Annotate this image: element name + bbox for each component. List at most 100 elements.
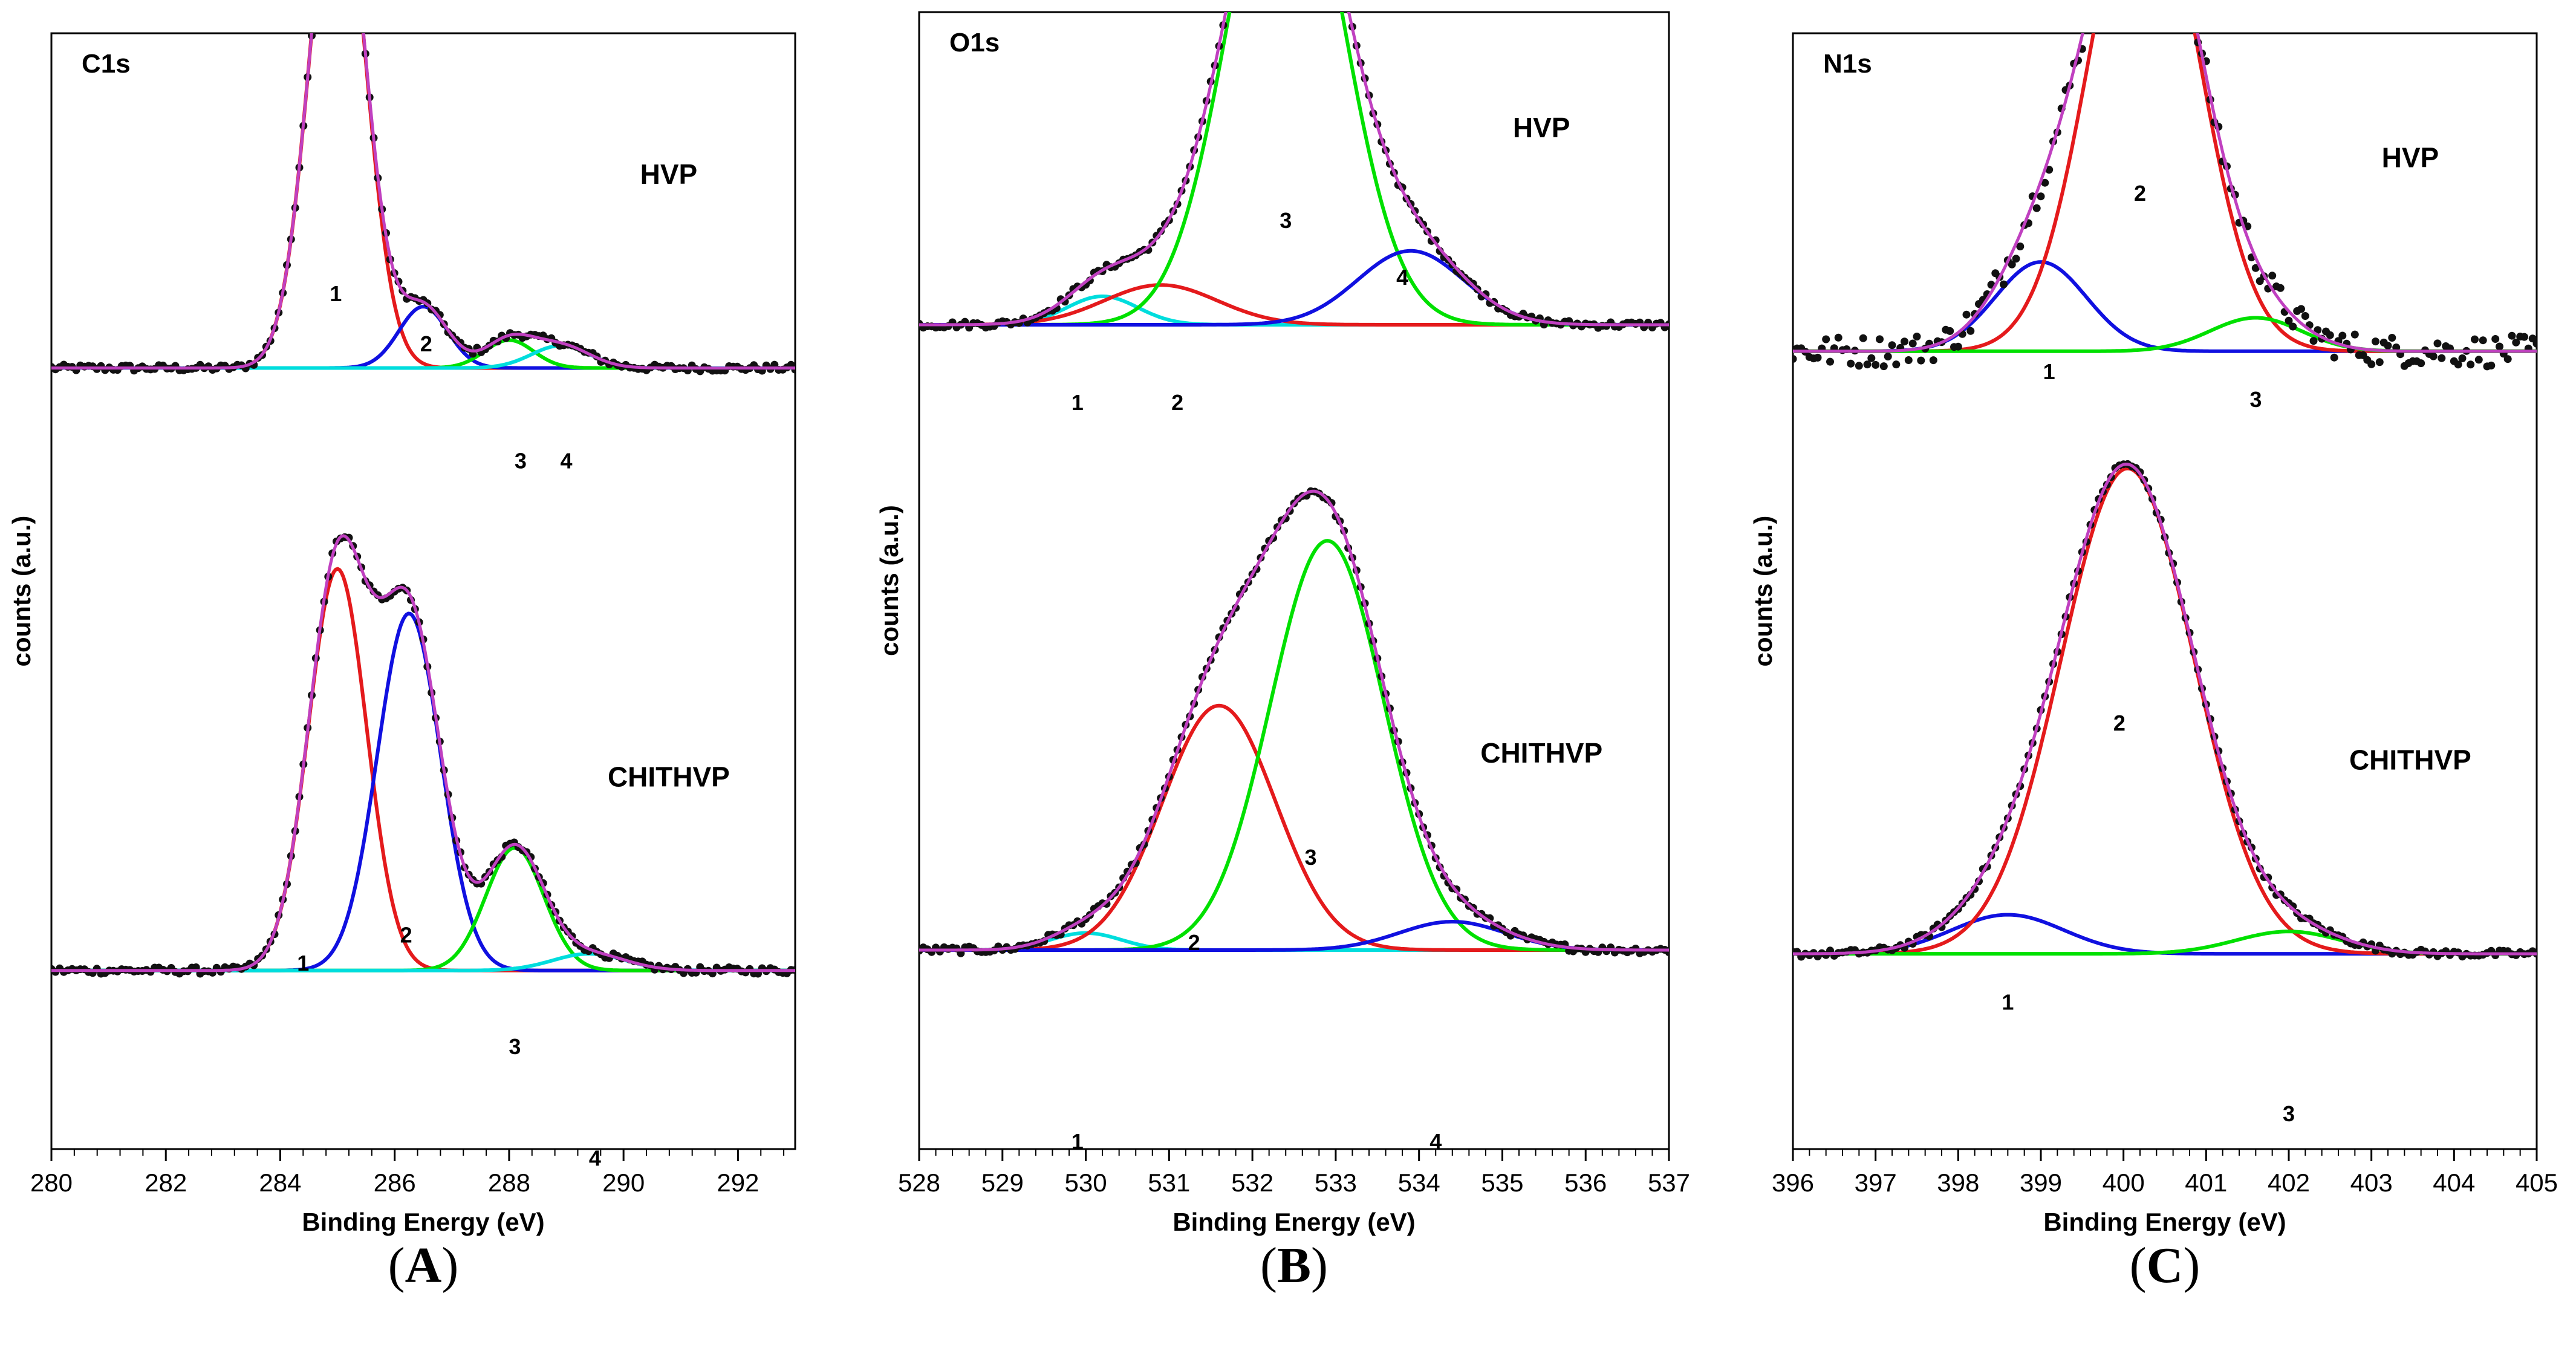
- peak-label: 3: [1280, 208, 1292, 233]
- x-axis: 396 397 398 399 400 401 402 403 404 405: [1772, 1149, 2558, 1197]
- x-tick-label: 288: [488, 1168, 530, 1197]
- data-point: [1908, 339, 1917, 348]
- panel-B: 528 529 530 531 532 533 534 535 536 537 Binding En…: [875, 11, 1690, 1294]
- data-point: [1867, 354, 1876, 362]
- envelope-curve: [51, 534, 795, 972]
- region-label: C1s: [82, 49, 131, 79]
- x-tick-label: 531: [1148, 1168, 1190, 1197]
- data-point: [1913, 333, 1921, 340]
- panel-C: 396 397 398 399 400 401 402 403 404 405 Binding En…: [1749, 0, 2558, 1294]
- panel-caption: (B): [1260, 1237, 1328, 1294]
- data-point: [1888, 341, 1896, 350]
- data-point: [2289, 322, 2297, 331]
- data-point: [2041, 178, 2049, 187]
- envelope-curve: [1793, 462, 2537, 956]
- x-tick-label: 282: [145, 1168, 187, 1197]
- x-tick-label: 403: [2350, 1168, 2393, 1197]
- data-point: [1917, 356, 1925, 365]
- data-point: [2479, 336, 2487, 345]
- data-point: [2190, 0, 2197, 5]
- data-point: [2087, 7, 2095, 15]
- x-tick-label: 528: [898, 1168, 940, 1197]
- data-point: [2520, 333, 2528, 341]
- data-point: [1847, 359, 1855, 368]
- x-axis: 280 282 284 286 288 290 292: [30, 1149, 785, 1197]
- data-point: [1946, 327, 1954, 335]
- spectrum-CHITHVP: [51, 533, 795, 978]
- data-point: [1929, 356, 1937, 365]
- x-tick-label: 529: [981, 1168, 1024, 1197]
- data-point: [1859, 334, 1867, 342]
- envelope-curve: [1793, 33, 2537, 353]
- data-point: [2012, 255, 2020, 263]
- x-tick-label: 532: [1231, 1168, 1273, 1197]
- data-point: [2438, 354, 2446, 362]
- spectrum-CHITHVP: [1793, 460, 2537, 961]
- data-point: [2496, 342, 2503, 351]
- data-point: [1904, 356, 1913, 364]
- data-point: [2417, 359, 2425, 368]
- x-tick-label: 535: [1481, 1168, 1523, 1197]
- data-points: [51, 533, 795, 978]
- data-point: [1813, 353, 1822, 362]
- y-axis-title: counts (a.u.): [7, 516, 36, 667]
- data-point: [2467, 360, 2475, 369]
- spectrum-HVP: [1793, 0, 2537, 371]
- plot-frame: [918, 11, 1670, 1150]
- spectrum-CHITHVP: [919, 487, 1669, 957]
- x-tick-label: 280: [30, 1168, 73, 1197]
- panel-caption: (A): [388, 1237, 459, 1294]
- data-point: [1966, 327, 1975, 335]
- peak-label: 1: [297, 951, 309, 975]
- plot-area: [1793, 0, 2537, 961]
- data-point: [2251, 264, 2260, 272]
- data-point: [1901, 337, 1908, 346]
- peak-label: 1: [2043, 359, 2055, 384]
- sample-label-CHITHVP: CHITHVP: [608, 761, 730, 792]
- x-axis: 528 529 530 531 532 533 534 535 536 537: [898, 1149, 1690, 1197]
- data-point: [2083, 7, 2090, 15]
- x-axis-title: Binding Energy (eV): [1173, 1208, 1415, 1236]
- x-tick-label: 402: [2268, 1168, 2310, 1197]
- plot-frame: [50, 32, 796, 1150]
- sample-label-CHITHVP: CHITHVP: [2349, 744, 2471, 776]
- x-tick-label: 533: [1315, 1168, 1357, 1197]
- data-point: [2474, 356, 2483, 364]
- data-point: [1872, 360, 1880, 369]
- x-tick-label: 398: [1937, 1168, 1979, 1197]
- data-point: [2372, 337, 2379, 346]
- data-point: [2016, 243, 2025, 250]
- spectrum-HVP: [51, 33, 795, 376]
- peak-label: 3: [515, 449, 527, 474]
- x-tick-label: 396: [1772, 1168, 1814, 1197]
- data-point: [2037, 192, 2045, 201]
- sample-label-HVP: HVP: [2382, 142, 2439, 173]
- data-point: [1884, 353, 1892, 360]
- data-point: [2384, 342, 2392, 350]
- data-point: [1876, 335, 1884, 344]
- plot-area: [919, 12, 1669, 957]
- data-point: [2454, 360, 2462, 369]
- x-tick-label: 536: [1564, 1168, 1607, 1197]
- data-point: [2000, 280, 2008, 288]
- data-point: [2297, 305, 2305, 313]
- data-point: [2375, 358, 2384, 366]
- x-tick-label: 397: [1855, 1168, 1897, 1197]
- data-point: [2512, 338, 2520, 347]
- x-tick-label: 530: [1065, 1168, 1107, 1197]
- x-tick-label: 401: [2185, 1168, 2227, 1197]
- peak-label: 4: [1396, 265, 1408, 290]
- data-point: [2367, 360, 2376, 368]
- peak-label: 3: [509, 1034, 521, 1059]
- region-label: O1s: [949, 28, 1000, 57]
- data-point: [1834, 333, 1843, 342]
- data-point: [2045, 166, 2054, 174]
- peak-label: 1: [330, 281, 342, 306]
- data-point: [2471, 335, 2479, 344]
- x-tick-label: 405: [2516, 1168, 2558, 1197]
- data-points: [919, 487, 1669, 957]
- sample-label-HVP: HVP: [640, 158, 698, 190]
- data-point: [2491, 335, 2500, 343]
- envelope-curve: [919, 12, 1669, 327]
- data-point: [2503, 355, 2512, 363]
